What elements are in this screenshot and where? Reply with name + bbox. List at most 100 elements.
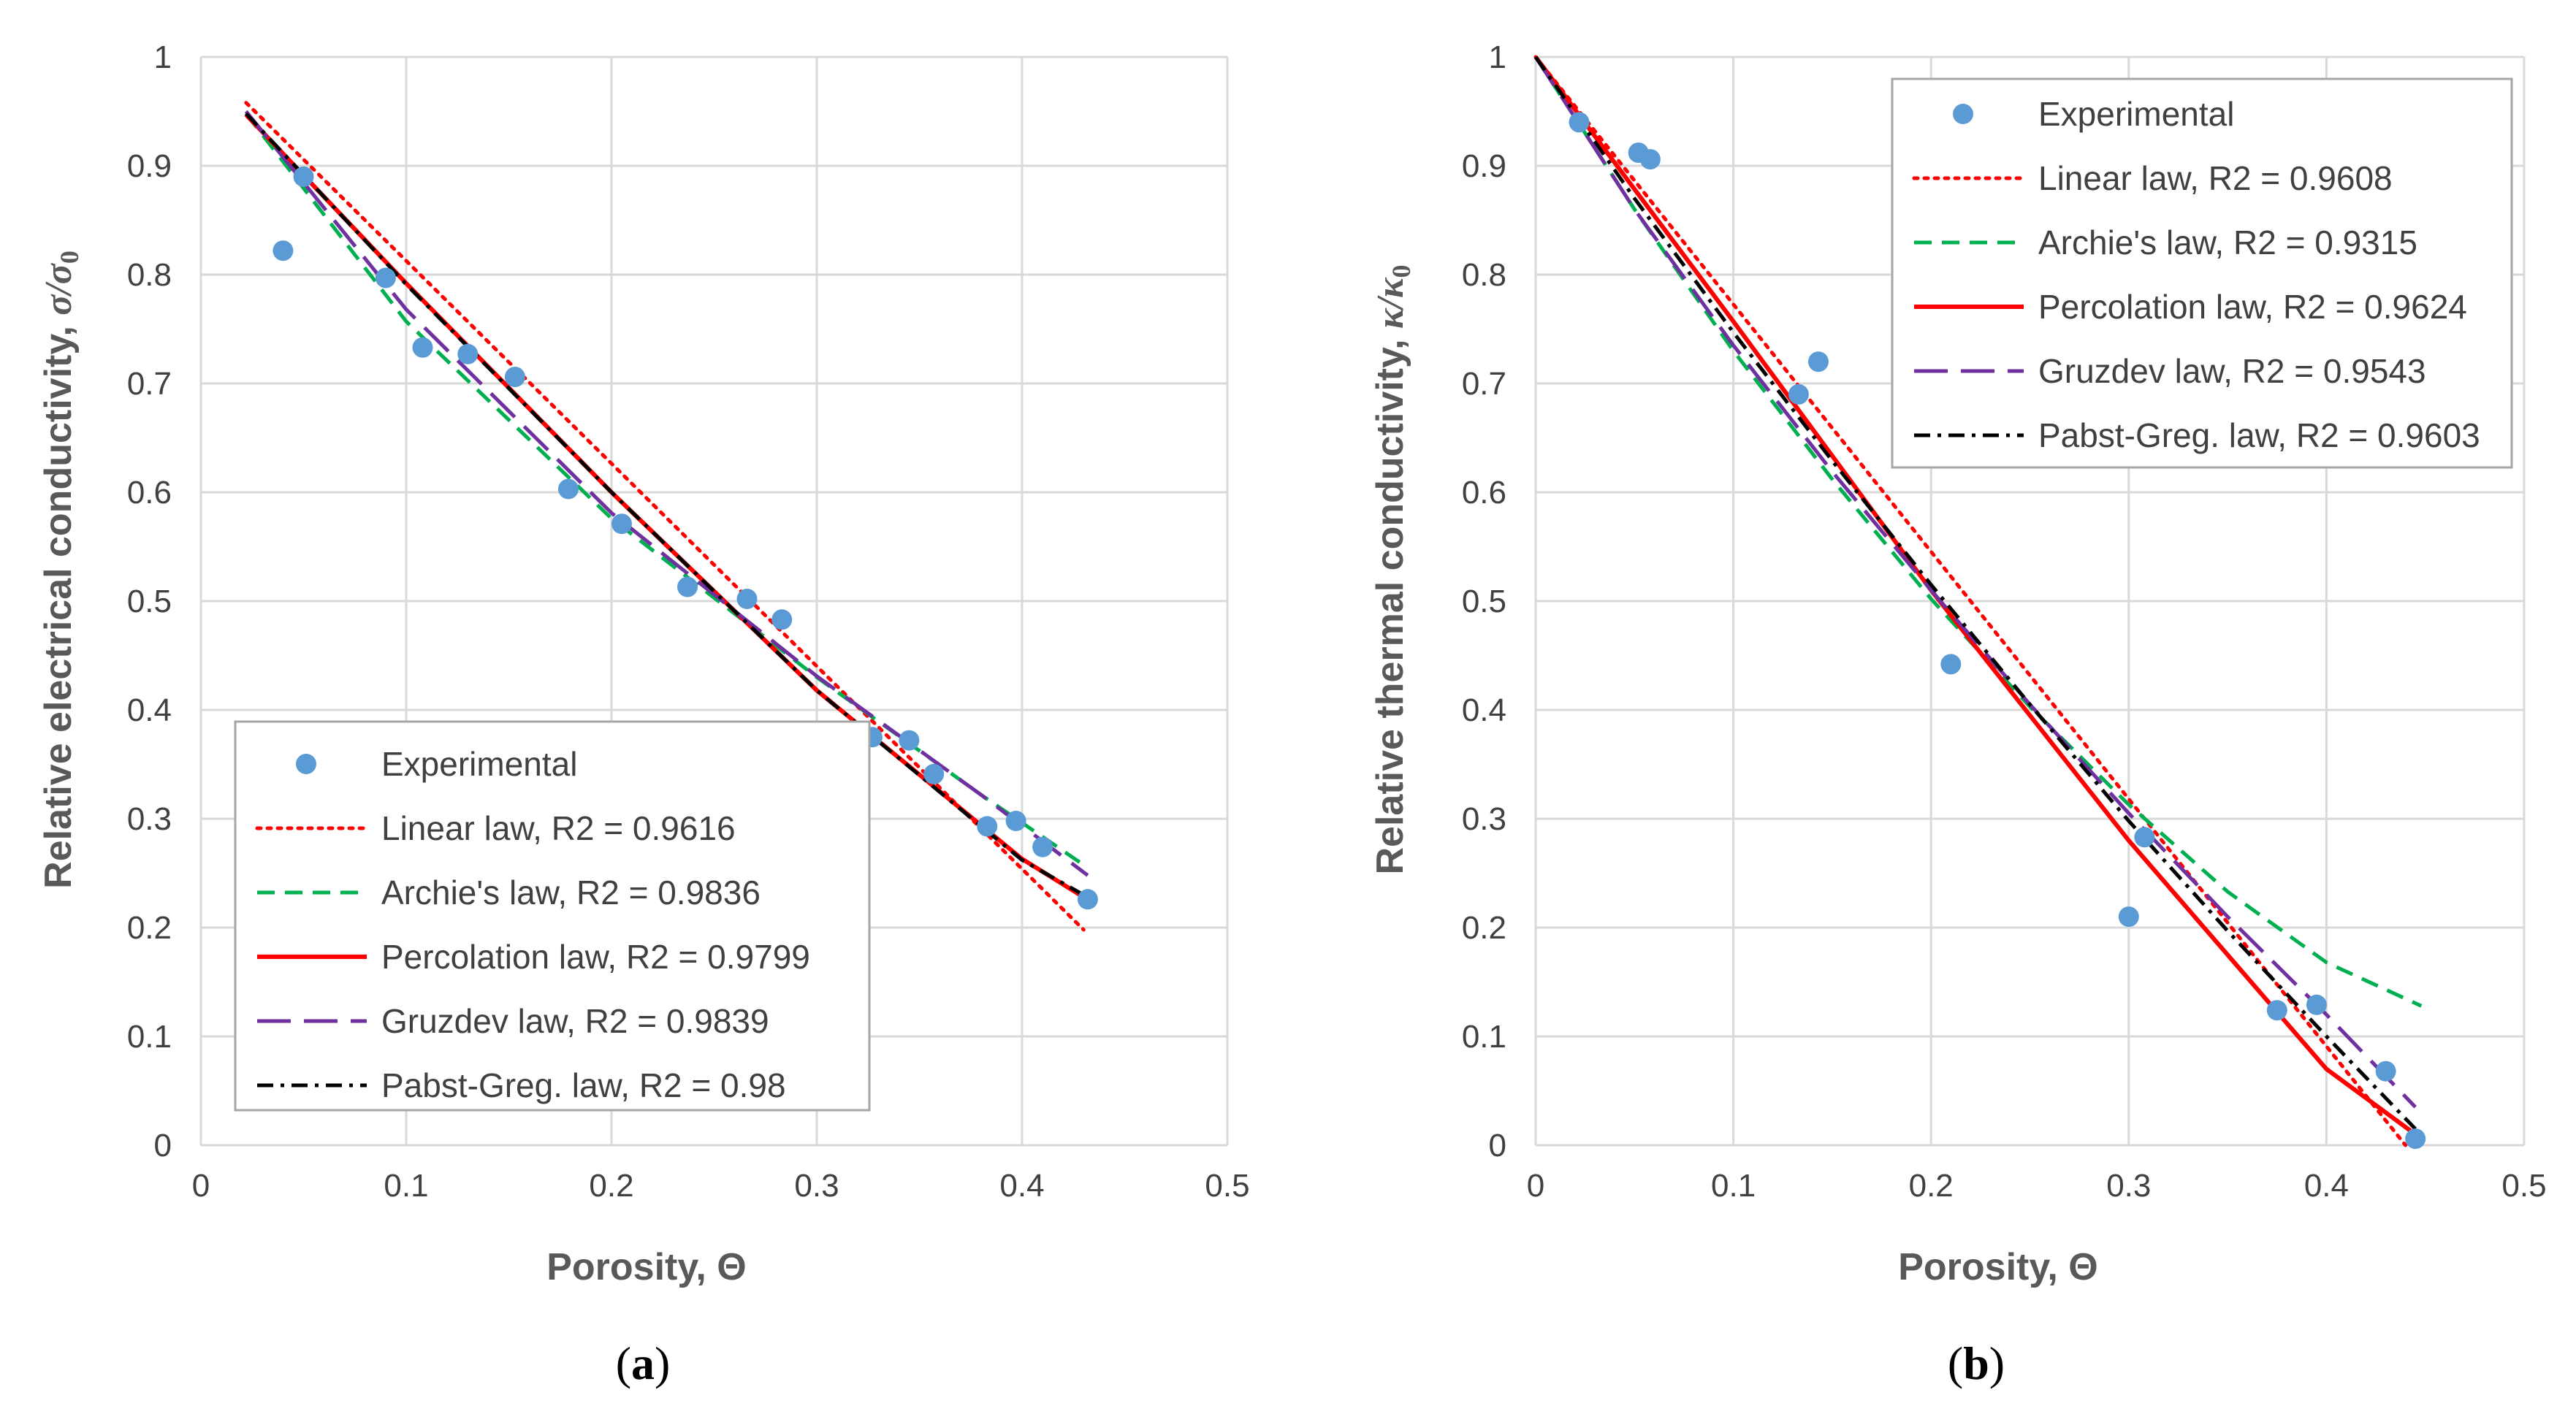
legend-marker [296, 754, 316, 774]
data-point [611, 513, 632, 535]
data-point [1005, 811, 1026, 831]
y-tick-label: 0.4 [127, 692, 172, 728]
y-tick-label: 0.5 [1462, 584, 1506, 619]
series-line [1533, 56, 2423, 1008]
data-point [736, 589, 758, 609]
legend-label: Archie's law, R2 = 0.9836 [381, 874, 761, 912]
data-point [375, 267, 396, 288]
legend-label: Percolation law, R2 = 0.9624 [2038, 288, 2467, 326]
y-tick-label: 0.8 [1462, 257, 1506, 293]
y-tick-label: 0.8 [127, 257, 172, 293]
data-point [504, 367, 525, 388]
y-tick-label: 0.9 [127, 148, 172, 184]
y-tick-label: 0.4 [1462, 692, 1506, 728]
y-axis-label-text: Relative thermal conductivity, [1369, 329, 1411, 874]
y-tick-label: 0 [1489, 1128, 1506, 1163]
data-point [2134, 827, 2155, 848]
series-line [244, 101, 1086, 932]
data-point [977, 816, 998, 837]
y-axis-label-subscript: 0 [1387, 264, 1416, 278]
data-point [1077, 889, 1098, 910]
series-line [1533, 56, 2417, 1131]
series-line [244, 112, 1085, 897]
y-axis-label-subscript: 0 [55, 251, 84, 264]
x-tick-label: 0.2 [589, 1168, 633, 1204]
legend-label: Pabst-Greg. law, R2 = 0.9603 [2038, 416, 2480, 454]
y-tick-label: 0.5 [127, 584, 172, 619]
legend: Experimental Linear law, R2 = 0.9616 Archi… [234, 720, 871, 1112]
x-tick-labels: 0 0.1 0.2 0.3 0.4 0.5 [1527, 1168, 2547, 1204]
y-tick-label: 0.3 [127, 801, 172, 837]
y-axis-label: Relative electrical conductivity, σ/σ0 [37, 251, 84, 889]
panel-caption-a: (a) [616, 1337, 671, 1389]
data-point [1808, 351, 1829, 372]
legend-label: Linear law, R2 = 0.9608 [2038, 159, 2393, 197]
y-tick-label: 0.1 [127, 1019, 172, 1055]
x-tick-label: 0.4 [999, 1168, 1044, 1204]
y-tick-label: 0.7 [127, 366, 172, 402]
panel-caption-b-letter: b [1963, 1337, 1989, 1389]
legend-label: Experimental [2038, 95, 2234, 133]
x-tick-label: 0.1 [1711, 1168, 1756, 1204]
y-tick-label: 0.3 [1462, 801, 1506, 837]
legend-box [234, 720, 871, 1112]
chart-thermal-conductivity: 0 0.1 0.2 0.3 0.4 0.5 0.6 0.7 0.8 0.9 1 0 0.1 0.2 0.3… [1369, 39, 2547, 1389]
y-axis-label-symbol: σ/σ [38, 262, 80, 315]
data-point [293, 166, 314, 187]
legend-label: Pabst-Greg. law, R2 = 0.98 [381, 1066, 786, 1104]
x-tick-label: 0 [1527, 1168, 1544, 1204]
data-point [899, 730, 920, 751]
x-tick-label: 0.3 [794, 1168, 839, 1204]
x-tick-label: 0.5 [2501, 1168, 2546, 1204]
data-point [2306, 994, 2327, 1015]
legend-marker [1953, 104, 1973, 124]
experimental-points [1569, 112, 2426, 1150]
y-tick-labels: 0 0.1 0.2 0.3 0.4 0.5 0.6 0.7 0.8 0.9 1 [1462, 39, 1506, 1163]
chart-electrical-conductivity: 0 0.1 0.2 0.3 0.4 0.5 0.6 0.7 0.8 0.9 1 0 0.1 0.2 0.3… [37, 39, 1250, 1389]
legend-label: Gruzdev law, R2 = 0.9839 [381, 1002, 769, 1040]
data-point [771, 609, 793, 630]
y-tick-label: 0.6 [127, 475, 172, 511]
axes [199, 57, 1227, 1147]
legend-label: Experimental [381, 745, 577, 783]
series-lines [1533, 55, 2423, 1147]
series-line [1533, 56, 2417, 1136]
y-tick-label: 0.1 [1462, 1019, 1506, 1055]
data-point [2375, 1060, 2396, 1082]
legend-label: Percolation law, R2 = 0.9799 [381, 938, 810, 976]
data-point [1639, 149, 1661, 170]
y-tick-label: 0.7 [1462, 366, 1506, 402]
y-axis-label: Relative thermal conductivity, κ/κ0 [1369, 264, 1416, 874]
y-tick-label: 1 [1489, 39, 1506, 75]
legend-label: Gruzdev law, R2 = 0.9543 [2038, 352, 2426, 390]
x-tick-labels: 0 0.1 0.2 0.3 0.4 0.5 [192, 1168, 1250, 1204]
series-line [1533, 56, 2417, 1109]
data-point [558, 478, 579, 500]
data-point [677, 576, 698, 597]
x-tick-label: 0.4 [2304, 1168, 2349, 1204]
x-tick-label: 0.2 [1909, 1168, 1954, 1204]
data-point [412, 337, 433, 358]
data-point [923, 763, 945, 784]
y-tick-label: 0.9 [1462, 148, 1506, 184]
x-axis-label: Porosity, Θ [1898, 1246, 2098, 1288]
y-tick-label: 0 [154, 1128, 172, 1163]
y-tick-label: 1 [154, 39, 172, 75]
y-tick-label: 0.6 [1462, 475, 1506, 511]
data-point [2405, 1128, 2426, 1150]
experimental-points [273, 166, 1098, 910]
legend: Experimental Linear law, R2 = 0.9608 Archi… [1891, 77, 2513, 469]
data-point [1788, 383, 1809, 405]
legend-label: Linear law, R2 = 0.9616 [381, 809, 736, 847]
y-tick-label: 0.2 [127, 910, 172, 946]
x-tick-label: 0.1 [384, 1168, 428, 1204]
data-point [2118, 906, 2139, 928]
data-point [1569, 112, 1590, 133]
x-tick-label: 0 [192, 1168, 210, 1204]
data-point [1940, 654, 1962, 675]
panel-caption-b: (b) [1948, 1337, 2005, 1389]
y-axis-label-symbol: κ/κ [1370, 277, 1411, 329]
y-tick-labels: 0 0.1 0.2 0.3 0.4 0.5 0.6 0.7 0.8 0.9 1 [127, 39, 172, 1163]
axes [1534, 57, 2524, 1147]
